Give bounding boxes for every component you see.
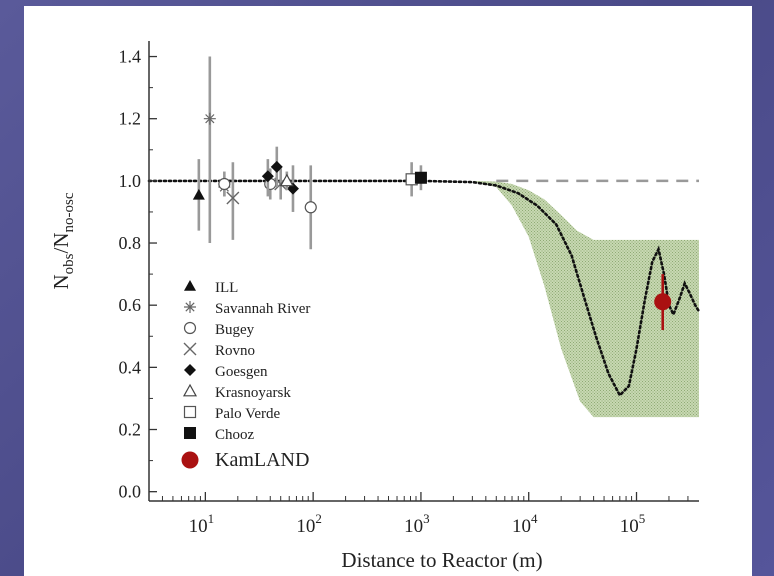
x-tick-base: 10 bbox=[512, 516, 531, 537]
legend-item-goesgen: Goesgen bbox=[184, 364, 268, 380]
data-points-layer bbox=[192, 56, 672, 331]
x-tick-label: 101 bbox=[189, 511, 215, 537]
x-tick-exponent: 1 bbox=[208, 511, 215, 526]
data-point-goesgen bbox=[261, 159, 274, 197]
x-tick-exponent: 2 bbox=[315, 511, 322, 526]
marker-savannah-river bbox=[203, 112, 216, 125]
legend-item-bugey: Bugey bbox=[183, 321, 255, 338]
legend-marker-goesgen bbox=[184, 364, 196, 376]
x-tick-label: 102 bbox=[296, 511, 322, 537]
x-tick-exponent: 4 bbox=[531, 511, 538, 526]
legend-label-rovno: Rovno bbox=[215, 343, 255, 359]
x-tick-base: 10 bbox=[189, 516, 208, 537]
legend-marker-rovno bbox=[183, 342, 197, 356]
x-tick-label: 103 bbox=[404, 511, 430, 537]
y-tick-label: 0.8 bbox=[119, 233, 142, 253]
legend-marker-ill bbox=[184, 280, 196, 291]
y-axis-label-main: N bbox=[49, 274, 73, 289]
y-tick-label: 0.2 bbox=[119, 420, 142, 440]
y-axis-label-sub2: no-osc bbox=[61, 192, 77, 232]
marker-bugey bbox=[304, 201, 317, 214]
x-tick-exponent: 5 bbox=[639, 511, 646, 526]
legend-label-goesgen: Goesgen bbox=[215, 364, 268, 380]
legend-marker-kamland bbox=[181, 451, 199, 469]
y-axis-label-sub1: obs bbox=[61, 253, 77, 274]
data-point-rovno bbox=[226, 162, 240, 240]
legend-marker-krasnoyarsk bbox=[182, 383, 198, 397]
x-tick-base: 10 bbox=[404, 516, 423, 537]
legend-item-chooz: Chooz bbox=[184, 427, 255, 443]
legend-marker-palo-verde bbox=[183, 405, 197, 419]
legend-item-savannah-river: Savannah River bbox=[184, 301, 310, 317]
data-point-chooz bbox=[414, 165, 427, 191]
x-tick-base: 10 bbox=[296, 516, 315, 537]
marker-chooz bbox=[414, 171, 427, 184]
legend-label-palo-verde: Palo Verde bbox=[215, 406, 280, 422]
data-point-ill bbox=[192, 159, 205, 231]
y-tick-label: 0.6 bbox=[119, 295, 142, 315]
y-tick-label: 0.4 bbox=[119, 357, 142, 377]
data-point-goesgen bbox=[286, 165, 299, 212]
x-tick-label: 105 bbox=[620, 511, 646, 537]
data-point-kamland bbox=[654, 274, 672, 331]
y-tick-label: 1.4 bbox=[119, 47, 142, 67]
chart-panel: 0.0 0.2 0.4 0.6 0.8 1.0 1.2 1.4 101 102 103 104 105 … bbox=[24, 6, 752, 576]
marker-krasnoyarsk bbox=[279, 173, 294, 187]
oscillation-curve-layer bbox=[147, 179, 701, 398]
data-point-bugey bbox=[218, 171, 231, 197]
legend-item-ill: ILL bbox=[184, 280, 238, 296]
legend-label-ill: ILL bbox=[215, 280, 238, 296]
marker-bugey bbox=[218, 177, 231, 191]
legend-label-bugey: Bugey bbox=[215, 322, 255, 338]
legend-item-palo-verde: Palo Verde bbox=[183, 405, 280, 422]
y-tick-label: 1.0 bbox=[119, 171, 142, 191]
data-point-krasnoyarsk bbox=[279, 171, 294, 191]
data-point-bugey bbox=[304, 165, 317, 250]
legend-label-chooz: Chooz bbox=[215, 427, 255, 443]
marker-rovno bbox=[226, 191, 240, 205]
marker-ill bbox=[192, 188, 205, 200]
legend: ILL Savannah River Bugey Rovno Goesgen Krasno… bbox=[181, 280, 310, 471]
x-tick-base: 10 bbox=[620, 516, 639, 537]
data-point-savannah-river bbox=[203, 56, 216, 244]
legend-item-rovno: Rovno bbox=[183, 342, 255, 359]
oscillation-curve bbox=[147, 179, 701, 398]
y-axis-label-slash: /N bbox=[49, 232, 73, 253]
legend-label-krasnoyarsk: Krasnoyarsk bbox=[215, 385, 291, 401]
legend-marker-chooz bbox=[184, 427, 196, 439]
legend-item-kamland: KamLAND bbox=[181, 449, 309, 471]
axes-frame bbox=[148, 41, 699, 502]
x-tick-exponent: 3 bbox=[423, 511, 430, 526]
legend-label-kamland: KamLAND bbox=[215, 449, 309, 471]
y-tick-label: 0.0 bbox=[119, 482, 142, 502]
marker-kamland bbox=[654, 293, 672, 311]
legend-marker-bugey bbox=[183, 321, 197, 335]
legend-marker-savannah-river bbox=[184, 301, 196, 313]
legend-item-krasnoyarsk: Krasnoyarsk bbox=[182, 383, 291, 401]
y-axis-label: Nobs/Nno-osc bbox=[49, 192, 77, 289]
x-axis-label: Distance to Reactor (m) bbox=[341, 548, 542, 572]
legend-label-savannah-river: Savannah River bbox=[215, 301, 310, 317]
y-tick-label: 1.2 bbox=[119, 109, 142, 129]
marker-goesgen bbox=[270, 160, 283, 173]
data-point-goesgen bbox=[270, 146, 283, 188]
marker-goesgen bbox=[261, 170, 274, 183]
x-tick-label: 104 bbox=[512, 511, 538, 537]
